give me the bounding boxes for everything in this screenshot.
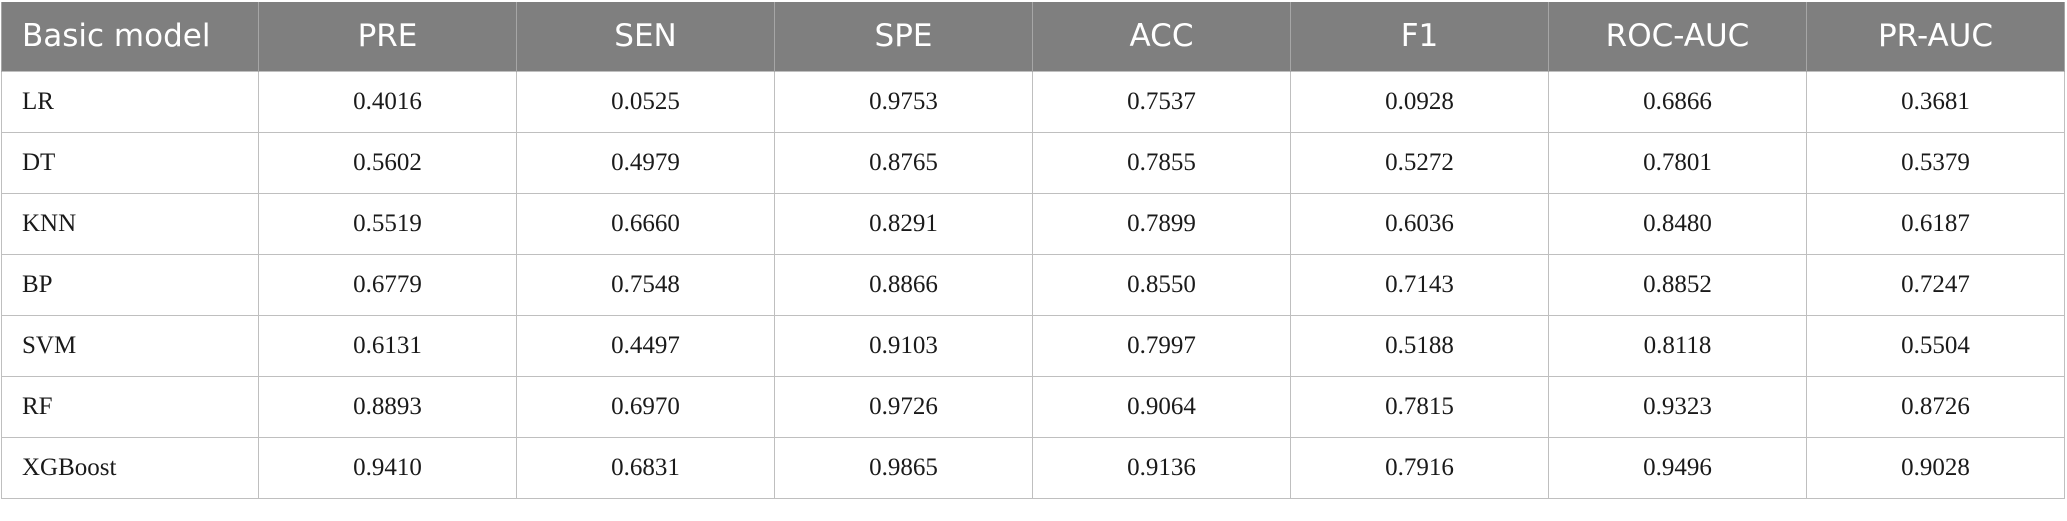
f1-cell: 0.7143 (1290, 253, 1549, 316)
table-header: Basic model PRE SEN SPE ACC F1 ROC-AUC P… (1, 2, 2065, 71)
roc-auc-cell: 0.9496 (1548, 436, 1807, 499)
sen-cell: 0.4979 (516, 131, 775, 194)
header-spe: SPE (774, 2, 1033, 71)
f1-cell: 0.7815 (1290, 375, 1549, 438)
pr-auc-cell: 0.7247 (1806, 253, 2065, 316)
pr-auc-cell: 0.5379 (1806, 131, 2065, 194)
pre-cell: 0.4016 (258, 70, 517, 133)
f1-cell: 0.6036 (1290, 192, 1549, 255)
sen-cell: 0.0525 (516, 70, 775, 133)
roc-auc-cell: 0.6866 (1548, 70, 1807, 133)
spe-cell: 0.8866 (774, 253, 1033, 316)
pr-auc-cell: 0.3681 (1806, 70, 2065, 133)
roc-auc-cell: 0.8480 (1548, 192, 1807, 255)
sen-cell: 0.4497 (516, 314, 775, 377)
spe-cell: 0.9753 (774, 70, 1033, 133)
model-name-cell: LR (1, 70, 259, 133)
header-sen: SEN (516, 2, 775, 71)
header-roc-auc: ROC-AUC (1548, 2, 1807, 71)
model-metrics-table: Basic model PRE SEN SPE ACC F1 ROC-AUC P… (1, 2, 2065, 499)
table-row: DT 0.5602 0.4979 0.8765 0.7855 0.5272 0.… (1, 131, 2065, 194)
acc-cell: 0.8550 (1032, 253, 1291, 316)
header-pr-auc: PR-AUC (1806, 2, 2065, 71)
sen-cell: 0.6660 (516, 192, 775, 255)
spe-cell: 0.9865 (774, 436, 1033, 499)
model-name-cell: XGBoost (1, 436, 259, 499)
table-body: LR 0.4016 0.0525 0.9753 0.7537 0.0928 0.… (1, 70, 2065, 499)
table-row: SVM 0.6131 0.4497 0.9103 0.7997 0.5188 0… (1, 314, 2065, 377)
model-name-cell: KNN (1, 192, 259, 255)
roc-auc-cell: 0.8118 (1548, 314, 1807, 377)
header-row: Basic model PRE SEN SPE ACC F1 ROC-AUC P… (1, 2, 2065, 71)
sen-cell: 0.7548 (516, 253, 775, 316)
table-row: XGBoost 0.9410 0.6831 0.9865 0.9136 0.79… (1, 436, 2065, 499)
f1-cell: 0.7916 (1290, 436, 1549, 499)
pr-auc-cell: 0.5504 (1806, 314, 2065, 377)
header-f1: F1 (1290, 2, 1549, 71)
acc-cell: 0.7537 (1032, 70, 1291, 133)
roc-auc-cell: 0.8852 (1548, 253, 1807, 316)
f1-cell: 0.0928 (1290, 70, 1549, 133)
model-name-cell: DT (1, 131, 259, 194)
roc-auc-cell: 0.9323 (1548, 375, 1807, 438)
spe-cell: 0.8765 (774, 131, 1033, 194)
f1-cell: 0.5188 (1290, 314, 1549, 377)
header-acc: ACC (1032, 2, 1291, 71)
model-name-cell: BP (1, 253, 259, 316)
header-pre: PRE (258, 2, 517, 71)
acc-cell: 0.7855 (1032, 131, 1291, 194)
acc-cell: 0.9136 (1032, 436, 1291, 499)
acc-cell: 0.7899 (1032, 192, 1291, 255)
f1-cell: 0.5272 (1290, 131, 1549, 194)
table-row: RF 0.8893 0.6970 0.9726 0.9064 0.7815 0.… (1, 375, 2065, 438)
spe-cell: 0.8291 (774, 192, 1033, 255)
header-basic-model: Basic model (1, 2, 259, 71)
pr-auc-cell: 0.9028 (1806, 436, 2065, 499)
pr-auc-cell: 0.8726 (1806, 375, 2065, 438)
table-row: LR 0.4016 0.0525 0.9753 0.7537 0.0928 0.… (1, 70, 2065, 133)
pr-auc-cell: 0.6187 (1806, 192, 2065, 255)
pre-cell: 0.6131 (258, 314, 517, 377)
model-name-cell: RF (1, 375, 259, 438)
pre-cell: 0.8893 (258, 375, 517, 438)
pre-cell: 0.5602 (258, 131, 517, 194)
spe-cell: 0.9103 (774, 314, 1033, 377)
pre-cell: 0.5519 (258, 192, 517, 255)
table-row: BP 0.6779 0.7548 0.8866 0.8550 0.7143 0.… (1, 253, 2065, 316)
roc-auc-cell: 0.7801 (1548, 131, 1807, 194)
model-name-cell: SVM (1, 314, 259, 377)
table-row: KNN 0.5519 0.6660 0.8291 0.7899 0.6036 0… (1, 192, 2065, 255)
pre-cell: 0.6779 (258, 253, 517, 316)
metrics-table-container: Basic model PRE SEN SPE ACC F1 ROC-AUC P… (1, 2, 2065, 499)
sen-cell: 0.6831 (516, 436, 775, 499)
acc-cell: 0.7997 (1032, 314, 1291, 377)
pre-cell: 0.9410 (258, 436, 517, 499)
spe-cell: 0.9726 (774, 375, 1033, 438)
sen-cell: 0.6970 (516, 375, 775, 438)
acc-cell: 0.9064 (1032, 375, 1291, 438)
